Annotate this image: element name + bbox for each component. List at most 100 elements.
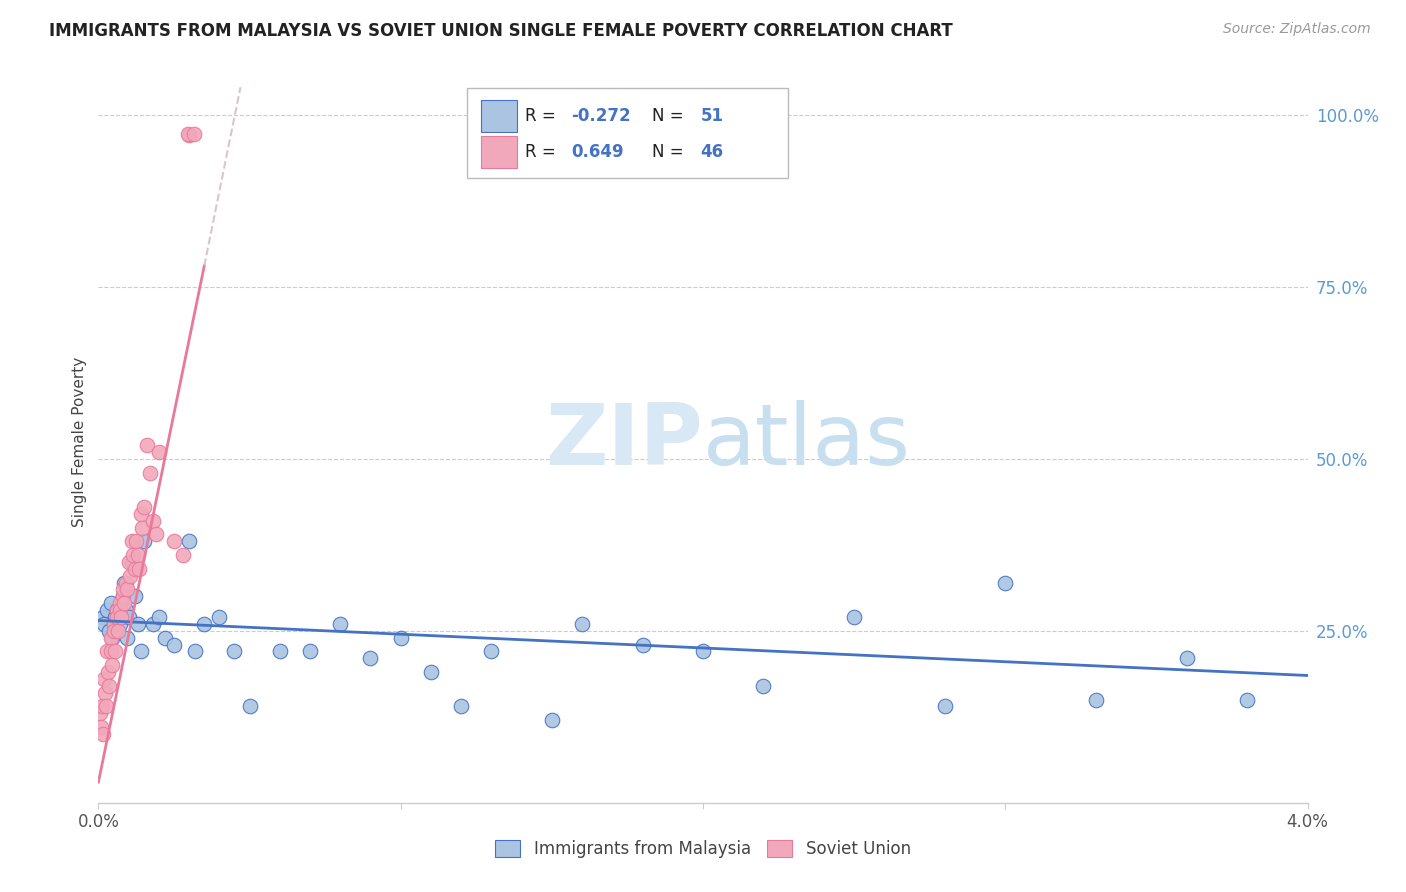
Point [127,616,149,631]
Y-axis label: Single Female Poverty: Single Female Poverty [72,357,87,526]
Point [89,706,111,721]
Point [98,624,121,638]
Point [114,575,136,590]
Point [142,514,165,528]
Point [145,527,167,541]
Point [108,596,131,610]
Point [94,699,117,714]
Point [107,624,129,638]
Point [1085,692,1108,706]
Point [103,616,125,631]
Point [1175,651,1198,665]
Legend: Immigrants from Malaysia, Soviet Union: Immigrants from Malaysia, Soviet Union [486,832,920,867]
Point [172,548,194,562]
Point [111,590,134,604]
Point [135,438,157,452]
Point [121,555,143,569]
Point [90,720,112,734]
Point [104,644,127,658]
Point [183,127,205,141]
Point [131,520,153,534]
Point [118,555,141,569]
Point [91,699,114,714]
Point [129,507,152,521]
Point [163,638,186,652]
Point [91,610,114,624]
Point [100,596,122,610]
Point [101,631,124,645]
Point [481,644,503,658]
Point [93,616,115,631]
Point [239,699,262,714]
Point [142,616,165,631]
Point [208,610,231,624]
Point [112,582,135,597]
Point [93,672,115,686]
Point [179,128,201,143]
Point [122,548,145,562]
Point [94,686,117,700]
Text: 0.649: 0.649 [571,143,624,161]
Point [108,616,131,631]
Text: N =: N = [652,107,689,125]
Text: atlas: atlas [703,400,911,483]
Point [129,644,152,658]
Point [540,713,562,727]
Point [571,616,593,631]
Point [111,590,134,604]
Point [97,665,120,679]
Point [112,575,135,590]
Point [752,679,775,693]
Point [193,616,215,631]
Point [104,610,127,624]
Point [103,624,125,638]
Point [844,610,866,624]
Point [108,603,131,617]
Point [128,562,150,576]
FancyBboxPatch shape [481,136,517,168]
Point [269,644,291,658]
Point [389,631,412,645]
Point [329,616,352,631]
Point [148,610,170,624]
Point [179,534,201,549]
Point [176,127,198,141]
Point [121,534,143,549]
Point [132,500,155,514]
Point [360,651,382,665]
Point [91,727,114,741]
Text: R =: R = [526,107,561,125]
Point [124,562,146,576]
Text: ZIP: ZIP [546,400,703,483]
Point [103,616,125,631]
Point [105,603,128,617]
Point [105,603,128,617]
Point [299,644,322,658]
FancyBboxPatch shape [467,87,787,178]
Point [132,534,155,549]
Text: R =: R = [526,143,567,161]
Point [115,582,138,597]
Point [994,575,1017,590]
Point [692,644,714,658]
Text: -0.272: -0.272 [571,107,631,125]
Point [124,590,146,604]
Point [450,699,472,714]
Point [110,610,132,624]
Point [96,603,118,617]
Point [420,665,443,679]
Point [184,644,207,658]
Point [163,534,186,549]
Text: Source: ZipAtlas.com: Source: ZipAtlas.com [1223,22,1371,37]
Point [148,445,170,459]
Point [100,644,122,658]
Point [125,534,148,549]
Point [112,596,135,610]
Point [120,568,142,582]
Point [118,610,141,624]
FancyBboxPatch shape [481,100,517,132]
Point [98,679,121,693]
Point [1236,692,1258,706]
Point [110,610,132,624]
Point [153,631,176,645]
